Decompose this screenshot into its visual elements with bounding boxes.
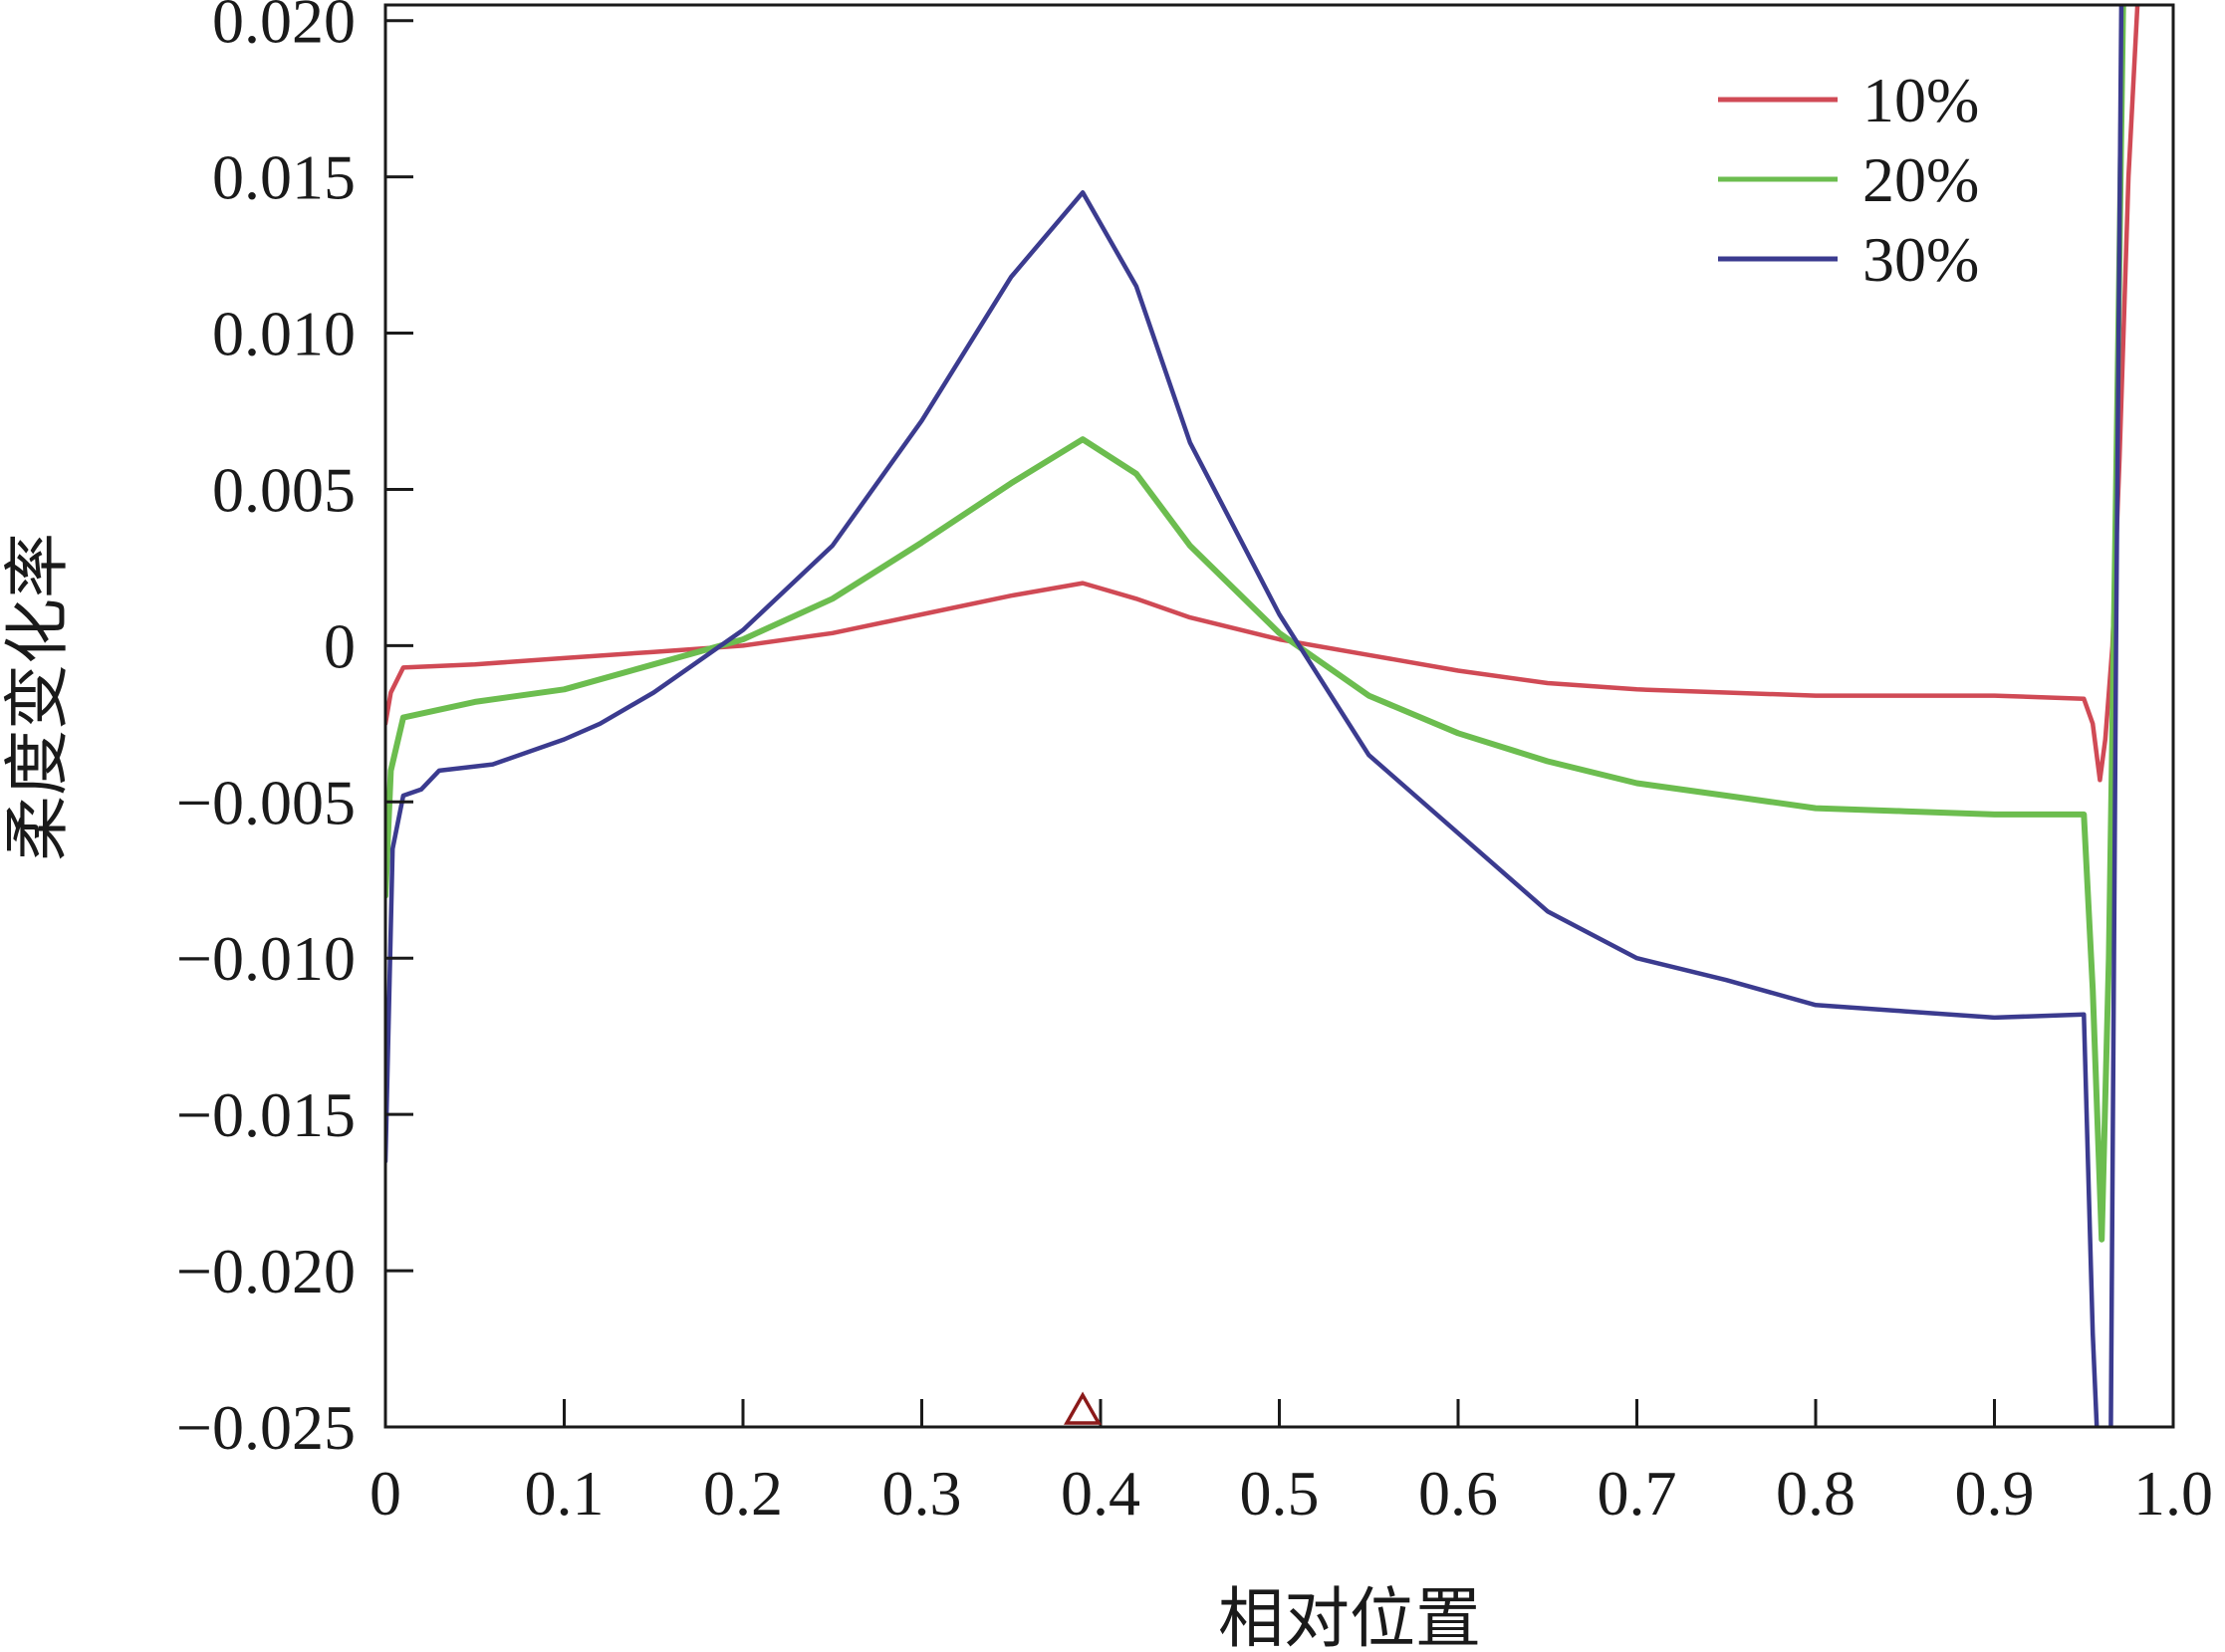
x-tick-label: 0.8	[1776, 1458, 1855, 1529]
x-tick-label: 0.1	[525, 1458, 605, 1529]
x-tick-label: 0.2	[703, 1458, 783, 1529]
x-tick-label: 1.0	[2133, 1458, 2213, 1529]
plot-frame	[383, 3, 2175, 1429]
y-tick-label: 0.010	[212, 299, 356, 369]
x-axis-title: 相对位置	[1218, 1580, 1481, 1652]
y-tick-label: −0.010	[176, 923, 356, 994]
x-tick-label: 0.9	[1955, 1458, 2035, 1529]
y-tick-label: 0.020	[212, 0, 356, 57]
y-tick-label: −0.015	[176, 1079, 356, 1150]
legend-label-3: 30%	[1862, 224, 1979, 295]
x-tick-label: 0.7	[1598, 1458, 1677, 1529]
y-tick-label: −0.005	[176, 767, 356, 837]
x-tick-label: 0.4	[1061, 1458, 1140, 1529]
y-axis-title: 柔度变化率	[0, 533, 76, 861]
series-layer	[385, 5, 2140, 1427]
x-tick-label: 0.5	[1240, 1458, 1320, 1529]
y-tick-label: −0.020	[176, 1236, 356, 1306]
legend-label-2: 20%	[1862, 144, 1979, 215]
marker-layer	[1064, 1391, 1103, 1425]
tick-layer: 0 0.1 0.2 0.3 0.4 0.5 0.6 0.7 0.8 0.9 1.0 −0.025 −0.…	[176, 0, 2213, 1529]
y-tick-label: 0.015	[212, 142, 356, 213]
legend: 10% 20% 30%	[1718, 65, 1979, 295]
x-tick-label: 0.6	[1418, 1458, 1498, 1529]
y-tick-label: 0	[324, 610, 356, 681]
series-line-2	[385, 5, 2126, 1243]
plot-border	[383, 3, 2175, 1429]
y-axis-title-group: 柔度变化率	[0, 533, 76, 861]
y-tick-label: 0.005	[212, 454, 356, 525]
series-line-1	[385, 5, 2140, 783]
legend-label-1: 10%	[1862, 65, 1979, 135]
series-line-3	[385, 5, 2124, 1427]
y-tick-label: −0.025	[176, 1392, 356, 1463]
x-axis-title-group: 相对位置	[1218, 1580, 1481, 1652]
x-tick-label: 0	[370, 1458, 401, 1529]
damage-location-triangle-icon	[1064, 1391, 1103, 1425]
x-tick-label: 0.3	[882, 1458, 962, 1529]
